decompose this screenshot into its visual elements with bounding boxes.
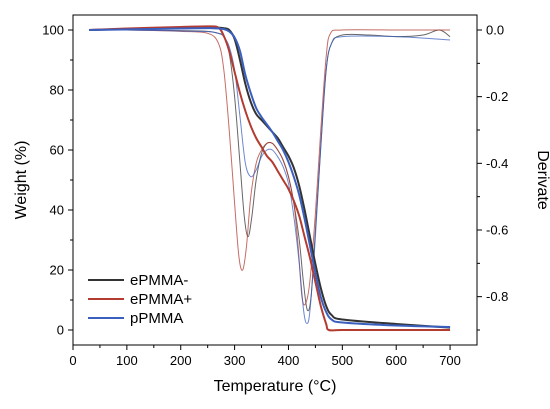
y-left-tick-label: 60: [50, 143, 64, 158]
x-axis: 0 100 200 300 400 500 600 700: [69, 345, 461, 368]
x-tick-label: 300: [224, 353, 246, 368]
x-axis-title: Temperature (°C): [214, 378, 337, 395]
x-tick-label: 100: [116, 353, 138, 368]
y-axis-left: 0 20 40 60 80 100: [42, 23, 73, 338]
x-tick-label: 0: [69, 353, 76, 368]
y-right-tick-label: 0.0: [486, 23, 504, 38]
y-right-tick-label: -0.2: [486, 89, 508, 104]
series-epmma--derivative-line: [89, 30, 450, 311]
y-axis-left-title: Weight (%): [13, 141, 30, 220]
y-left-tick-label: 40: [50, 203, 64, 218]
x-tick-label: 600: [385, 353, 407, 368]
x-tick-label: 200: [170, 353, 192, 368]
x-tick-label: 700: [439, 353, 461, 368]
x-tick-label: 500: [331, 353, 353, 368]
legend: ePMMA-ePMMA+ pPMMA: [88, 272, 192, 327]
legend-label: pPMMA: [130, 310, 183, 327]
y-axis-right-title: Derivate: [534, 150, 550, 210]
y-axis-right: 0.0 -0.2 -0.4 -0.6 -0.8: [477, 23, 508, 331]
y-right-tick-label: -0.4: [486, 156, 508, 171]
y-right-tick-label: -0.8: [486, 289, 508, 304]
y-right-tick-label: -0.6: [486, 223, 508, 238]
y-left-tick-label: 20: [50, 263, 64, 278]
series-epmma--derivative-line: [89, 30, 450, 305]
x-tick-label: 400: [278, 353, 300, 368]
y-left-tick-label: 100: [42, 23, 64, 38]
y-left-tick-label: 0: [57, 323, 64, 338]
legend-label: ePMMA-: [130, 272, 188, 289]
legend-label: ePMMA+: [130, 291, 192, 308]
y-left-tick-label: 80: [50, 83, 64, 98]
